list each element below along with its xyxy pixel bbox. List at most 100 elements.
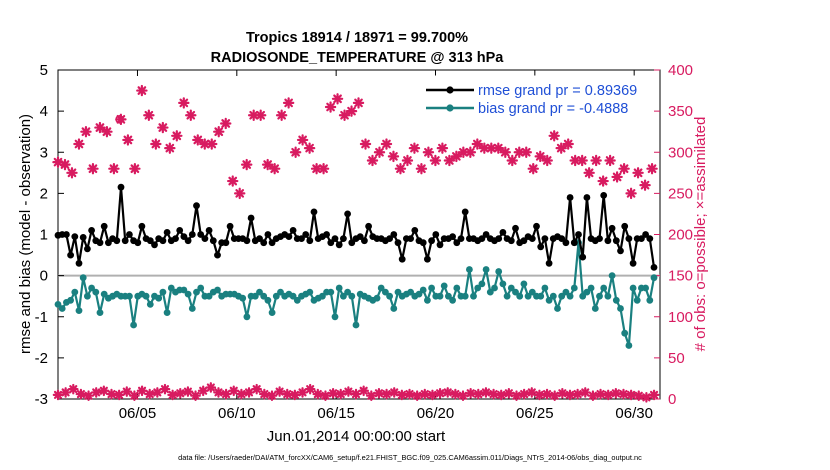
obs-count-low-marker <box>228 385 240 397</box>
bias-point <box>604 292 612 300</box>
x-tick-label: 06/10 <box>218 405 256 422</box>
obs-count-low-marker <box>411 390 423 402</box>
obs-marker-stroke <box>354 98 363 108</box>
obs-count-high-marker <box>352 97 365 109</box>
bias-point <box>424 296 431 304</box>
obs-marker-stroke <box>368 156 377 165</box>
obs-marker-stroke <box>397 390 406 399</box>
obs-count-high-marker <box>338 109 351 121</box>
rmse-point <box>125 231 133 238</box>
obs-count-high-marker <box>359 138 372 150</box>
obs-count-low-marker <box>419 388 431 400</box>
rmse-point <box>268 239 276 247</box>
bias-point <box>335 284 343 292</box>
obs-marker-stroke <box>229 386 238 395</box>
obs-marker-stroke <box>186 110 196 120</box>
obs-count-low-marker <box>83 390 94 402</box>
obs-marker-stroke <box>556 143 566 153</box>
obs-marker-stroke <box>417 164 426 174</box>
obs-marker-stroke <box>565 390 575 399</box>
obs-marker-stroke <box>619 389 628 399</box>
obs-count-high-marker <box>464 146 477 158</box>
obs-marker-stroke <box>577 156 587 165</box>
obs-marker-stroke <box>74 139 84 149</box>
bias-point <box>146 301 154 308</box>
rmse-point <box>121 237 129 245</box>
obs-count-low-marker <box>274 386 285 397</box>
obs-count-high-marker <box>380 138 393 150</box>
bias-point <box>260 292 268 300</box>
rmse-point <box>247 214 255 222</box>
obs-marker-stroke <box>172 131 182 141</box>
obs-marker-stroke <box>165 143 175 153</box>
obs-marker-stroke <box>252 385 261 394</box>
bias-point <box>163 309 171 316</box>
obs-count-high-marker <box>206 138 218 150</box>
bias-point <box>377 284 385 292</box>
obs-count-high-marker <box>562 138 574 150</box>
obs-marker-stroke <box>591 156 601 165</box>
rmse-point <box>209 237 217 245</box>
obs-marker-stroke <box>222 389 231 399</box>
obs-count-low-marker <box>98 385 110 397</box>
obs-marker-stroke <box>466 389 475 398</box>
obs-marker-stroke <box>424 147 433 157</box>
obs-count-low-marker <box>121 386 133 397</box>
obs-marker-stroke <box>649 390 659 399</box>
bias-point <box>486 288 494 296</box>
rmse-point <box>499 229 507 236</box>
obs-marker-stroke <box>123 135 133 145</box>
bias-point <box>327 288 335 296</box>
rmse-point <box>386 235 393 243</box>
obs-count-low-marker <box>90 387 102 398</box>
obs-count-low-marker <box>572 388 583 400</box>
rmse-point <box>138 222 146 230</box>
obs-count-low-marker <box>182 386 194 397</box>
chart-title-line2: RADIOSONDE_TEMPERATURE @ 313 hPa <box>211 50 505 66</box>
obs-marker-stroke <box>403 156 412 165</box>
bias-point <box>495 268 503 275</box>
obs-marker-stroke <box>367 391 376 400</box>
obs-marker-stroke <box>634 391 643 400</box>
rmse-point <box>201 235 209 243</box>
obs-count-low-marker <box>213 387 224 398</box>
obs-marker-stroke <box>570 156 580 165</box>
obs-marker-stroke <box>436 389 445 398</box>
obs-count-high-marker <box>394 163 407 175</box>
obs-count-low-marker <box>518 388 530 400</box>
rmse-point <box>84 245 91 253</box>
obs-count-high-marker <box>143 109 155 121</box>
obs-count-low-marker <box>259 388 270 400</box>
rmse-point <box>151 241 158 249</box>
obs-marker-stroke <box>558 389 567 398</box>
obs-count-low-marker <box>281 388 293 400</box>
bias-point <box>88 284 95 292</box>
obs-count-high-marker <box>289 146 302 158</box>
obs-count-high-marker <box>122 134 134 146</box>
obs-marker-stroke <box>472 139 482 149</box>
bias-point <box>482 266 490 273</box>
obs-count-high-marker <box>590 154 602 167</box>
obs-count-high-marker <box>108 163 120 175</box>
obs-marker-stroke <box>207 139 217 149</box>
obs-marker-stroke <box>283 389 292 399</box>
obs-marker-stroke <box>237 389 246 399</box>
rmse-point <box>537 243 545 251</box>
obs-marker-stroke <box>542 389 552 399</box>
obs-marker-stroke <box>244 388 254 397</box>
obs-count-high-marker <box>646 163 658 175</box>
rmse-point <box>507 237 515 245</box>
obs-marker-stroke <box>206 383 215 392</box>
right-tick-label: 250 <box>668 185 693 202</box>
obs-marker-stroke <box>389 152 398 161</box>
bias-point <box>79 274 87 282</box>
obs-marker-stroke <box>214 127 224 137</box>
obs-count-high-marker <box>213 125 225 138</box>
obs-marker-stroke <box>277 110 286 120</box>
bias-point <box>583 288 591 296</box>
rmse-point <box>348 239 356 247</box>
obs-marker-stroke <box>61 388 70 397</box>
obs-count-high-marker <box>415 163 428 175</box>
obs-marker-stroke <box>486 143 496 153</box>
rmse-point <box>419 239 427 247</box>
